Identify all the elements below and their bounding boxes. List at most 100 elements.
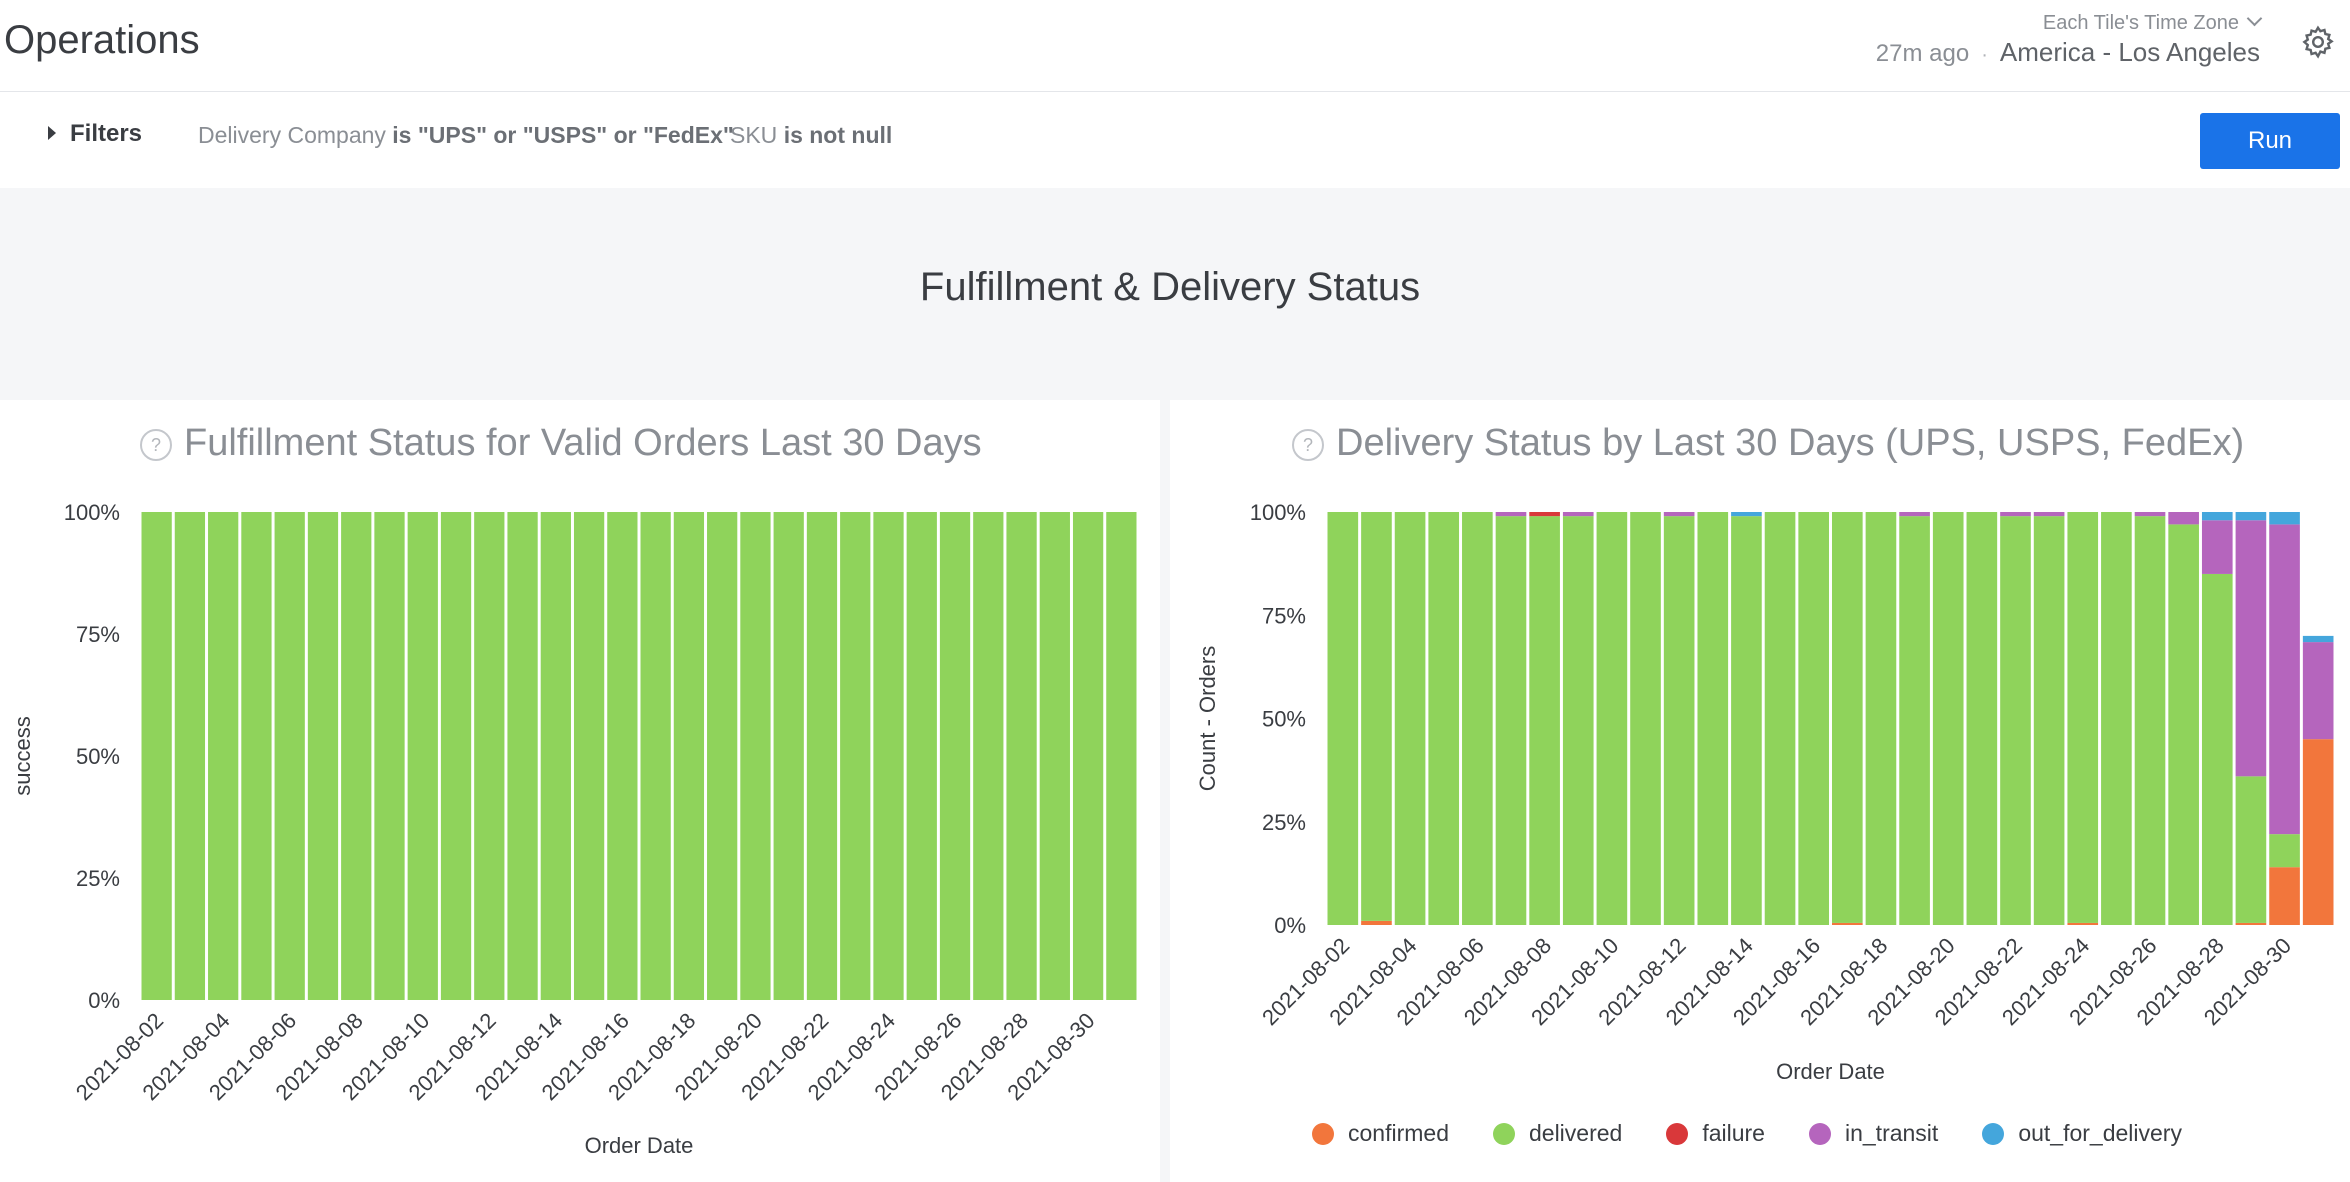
bar-delivered-2021-08-13[interactable] [1697, 512, 1729, 925]
bar-out_for_delivery-2021-08-31[interactable] [2302, 635, 2334, 643]
help-icon[interactable]: ? [140, 429, 172, 461]
bar-delivered-2021-08-10[interactable] [1596, 512, 1628, 925]
bar-confirmed-2021-08-03[interactable] [1361, 920, 1392, 925]
chevron-down-icon[interactable] [2246, 10, 2263, 27]
bar-success-2021-08-04[interactable] [208, 512, 239, 1000]
bar-delivered-2021-08-27[interactable] [2168, 524, 2199, 925]
filter-delivery-company[interactable]: Delivery Company is "UPS" or "USPS" or "… [198, 122, 734, 149]
bar-delivered-2021-08-21[interactable] [1966, 512, 1998, 925]
bar-success-2021-08-06[interactable] [274, 512, 305, 1000]
bar-in_transit-2021-08-28[interactable] [2201, 520, 2233, 574]
bar-delivered-2021-08-03[interactable] [1361, 512, 1392, 921]
bar-delivered-2021-08-17[interactable] [1832, 512, 1863, 923]
bar-in_transit-2021-08-12[interactable] [1663, 512, 1695, 517]
timezone-value[interactable]: America - Los Angeles [1999, 37, 2260, 67]
bar-success-2021-08-24[interactable] [873, 512, 904, 1000]
filters-toggle[interactable]: Filters [48, 120, 142, 148]
bar-success-2021-08-12[interactable] [474, 512, 505, 1000]
bar-out_for_delivery-2021-08-28[interactable] [2201, 512, 2233, 521]
bar-success-2021-08-05[interactable] [241, 512, 272, 1000]
bar-success-2021-08-09[interactable] [374, 512, 405, 1000]
bar-confirmed-2021-08-30[interactable] [2269, 867, 2300, 925]
bar-delivered-2021-08-26[interactable] [2134, 516, 2166, 925]
legend-item-in_transit[interactable]: in_transit [1808, 1120, 1938, 1147]
bar-in_transit-2021-08-19[interactable] [1899, 512, 1930, 517]
bar-success-2021-08-15[interactable] [573, 512, 605, 1000]
bar-delivered-2021-08-07[interactable] [1495, 516, 1527, 925]
bar-success-2021-08-16[interactable] [607, 512, 638, 1000]
bar-confirmed-2021-08-24[interactable] [2067, 922, 2099, 925]
bar-delivered-2021-08-04[interactable] [1394, 512, 1426, 925]
bar-delivered-2021-08-16[interactable] [1798, 512, 1829, 925]
gear-icon[interactable] [2300, 24, 2336, 60]
bar-success-2021-08-07[interactable] [307, 512, 339, 1000]
help-icon[interactable]: ? [1292, 429, 1324, 461]
bar-delivered-2021-08-29[interactable] [2235, 776, 2267, 923]
bar-success-2021-08-26[interactable] [939, 512, 971, 1000]
bar-confirmed-2021-08-29[interactable] [2235, 922, 2267, 925]
bar-success-2021-08-03[interactable] [174, 512, 206, 1000]
legend-item-out_for_delivery[interactable]: out_for_delivery [1982, 1120, 2182, 1147]
bar-success-2021-08-19[interactable] [707, 512, 738, 1000]
bar-success-2021-08-18[interactable] [673, 512, 705, 1000]
bar-success-2021-08-14[interactable] [540, 512, 571, 1000]
bar-in_transit-2021-08-26[interactable] [2134, 512, 2166, 517]
bar-delivered-2021-08-08[interactable] [1529, 516, 1560, 925]
bar-delivered-2021-08-28[interactable] [2201, 573, 2233, 925]
bar-success-2021-08-13[interactable] [507, 512, 538, 1000]
bar-delivered-2021-08-05[interactable] [1428, 512, 1460, 925]
bar-delivered-2021-08-22[interactable] [2000, 516, 2031, 925]
bar-success-2021-08-23[interactable] [840, 512, 871, 1000]
bar-success-2021-08-08[interactable] [341, 512, 372, 1000]
bar-success-2021-08-10[interactable] [407, 512, 438, 1000]
bar-delivered-2021-08-06[interactable] [1462, 512, 1493, 925]
bar-in_transit-2021-08-07[interactable] [1495, 512, 1527, 517]
bar-confirmed-2021-08-31[interactable] [2302, 739, 2334, 925]
bar-out_for_delivery-2021-08-14[interactable] [1731, 512, 1762, 517]
bar-in_transit-2021-08-22[interactable] [2000, 512, 2031, 517]
bar-success-2021-08-02[interactable] [141, 512, 172, 1000]
bar-success-2021-08-20[interactable] [740, 512, 771, 1000]
legend-item-confirmed[interactable]: confirmed [1312, 1120, 1449, 1147]
bar-delivered-2021-08-09[interactable] [1562, 516, 1594, 925]
filter-sku[interactable]: SKU is not null [730, 122, 892, 149]
bar-in_transit-2021-08-09[interactable] [1562, 512, 1594, 517]
timezone-selector[interactable]: Each Tile's Time Zone 27m ago · America - … [1876, 10, 2263, 68]
bar-delivered-2021-08-14[interactable] [1731, 516, 1762, 925]
bar-success-2021-08-21[interactable] [773, 512, 804, 1000]
legend-item-delivered[interactable]: delivered [1492, 1120, 1622, 1147]
bar-out_for_delivery-2021-08-30[interactable] [2269, 512, 2300, 525]
bar-delivered-2021-08-11[interactable] [1630, 512, 1661, 925]
bar-success-2021-08-25[interactable] [906, 512, 937, 1000]
legend-item-failure[interactable]: failure [1666, 1120, 1765, 1147]
bar-delivered-2021-08-15[interactable] [1764, 512, 1796, 925]
bar-in_transit-2021-08-27[interactable] [2168, 512, 2199, 525]
bar-success-2021-08-17[interactable] [640, 512, 671, 1000]
bar-delivered-2021-08-18[interactable] [1865, 512, 1897, 925]
bar-delivered-2021-08-12[interactable] [1663, 516, 1695, 925]
bar-delivered-2021-08-02[interactable] [1327, 512, 1359, 925]
bar-failure-2021-08-08[interactable] [1529, 512, 1560, 517]
bar-success-2021-08-30[interactable] [1072, 512, 1104, 1000]
bar-success-2021-08-27[interactable] [973, 512, 1004, 1000]
bar-in_transit-2021-08-29[interactable] [2235, 520, 2267, 777]
bar-out_for_delivery-2021-08-29[interactable] [2235, 512, 2267, 521]
bar-in_transit-2021-08-31[interactable] [2302, 642, 2334, 740]
bar-success-2021-08-29[interactable] [1039, 512, 1070, 1000]
bar-success-2021-08-31[interactable] [1106, 512, 1137, 1000]
bar-confirmed-2021-08-17[interactable] [1832, 922, 1863, 925]
filters-label[interactable]: Filters [70, 120, 143, 147]
bar-success-2021-08-22[interactable] [806, 512, 838, 1000]
bar-delivered-2021-08-19[interactable] [1899, 516, 1930, 925]
bar-in_transit-2021-08-30[interactable] [2269, 524, 2300, 835]
bar-delivered-2021-08-24[interactable] [2067, 512, 2099, 923]
bar-success-2021-08-28[interactable] [1006, 512, 1037, 1000]
bar-in_transit-2021-08-23[interactable] [2033, 512, 2065, 517]
bar-success-2021-08-11[interactable] [440, 512, 472, 1000]
bar-delivered-2021-08-23[interactable] [2033, 516, 2065, 925]
bar-delivered-2021-08-30[interactable] [2269, 834, 2300, 868]
run-button[interactable]: Run [2200, 113, 2340, 169]
bar-delivered-2021-08-25[interactable] [2101, 512, 2132, 925]
caret-right-icon[interactable] [48, 126, 56, 140]
bar-delivered-2021-08-20[interactable] [1932, 512, 1964, 925]
